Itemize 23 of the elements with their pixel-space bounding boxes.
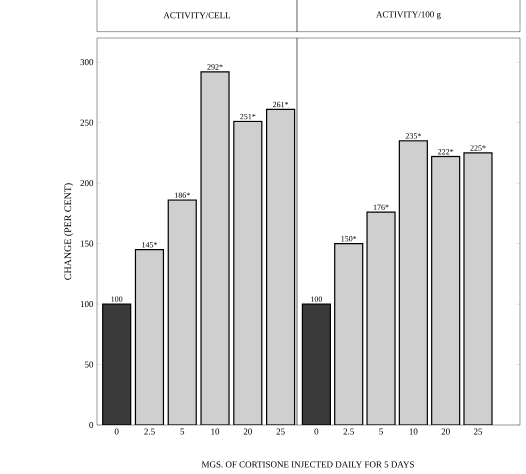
y-tick-label: 50 [85,362,94,368]
x-tick-label: 10 [211,428,220,435]
y-tick-label: 250 [80,120,94,126]
x-tick-label: 20 [442,428,450,435]
x-tick-label: 5 [379,428,383,434]
x-tick-label: 2.5 [344,428,354,435]
chart-title: ACTIVITY/100 g [376,11,441,20]
chart-title: ACTIVITY/CELL [163,12,230,18]
y-tick-label: 150 [80,240,94,247]
x-tick-label: 10 [410,428,418,435]
text: MGS. OF CORTISONE INJECTED DAILY FOR 5 DAYS [202,461,414,468]
x-tick-label: 5 [180,428,184,434]
x-tick-label: 2.5 [144,428,155,435]
x-tick-label: 25 [474,428,482,435]
y-axis-title: CHANGE (PER CENT) [64,183,74,280]
x-tick-label: 25 [276,428,285,435]
y-tick-label: 200 [80,180,94,186]
x-tick-label: 20 [244,428,252,435]
y-tick-label: 300 [80,59,94,66]
x-tick-label: 0 [314,428,318,435]
y-tick-label: 100 [80,301,94,308]
x-tick-label: 0 [114,428,119,435]
y-tick-label: 0 [89,422,94,428]
